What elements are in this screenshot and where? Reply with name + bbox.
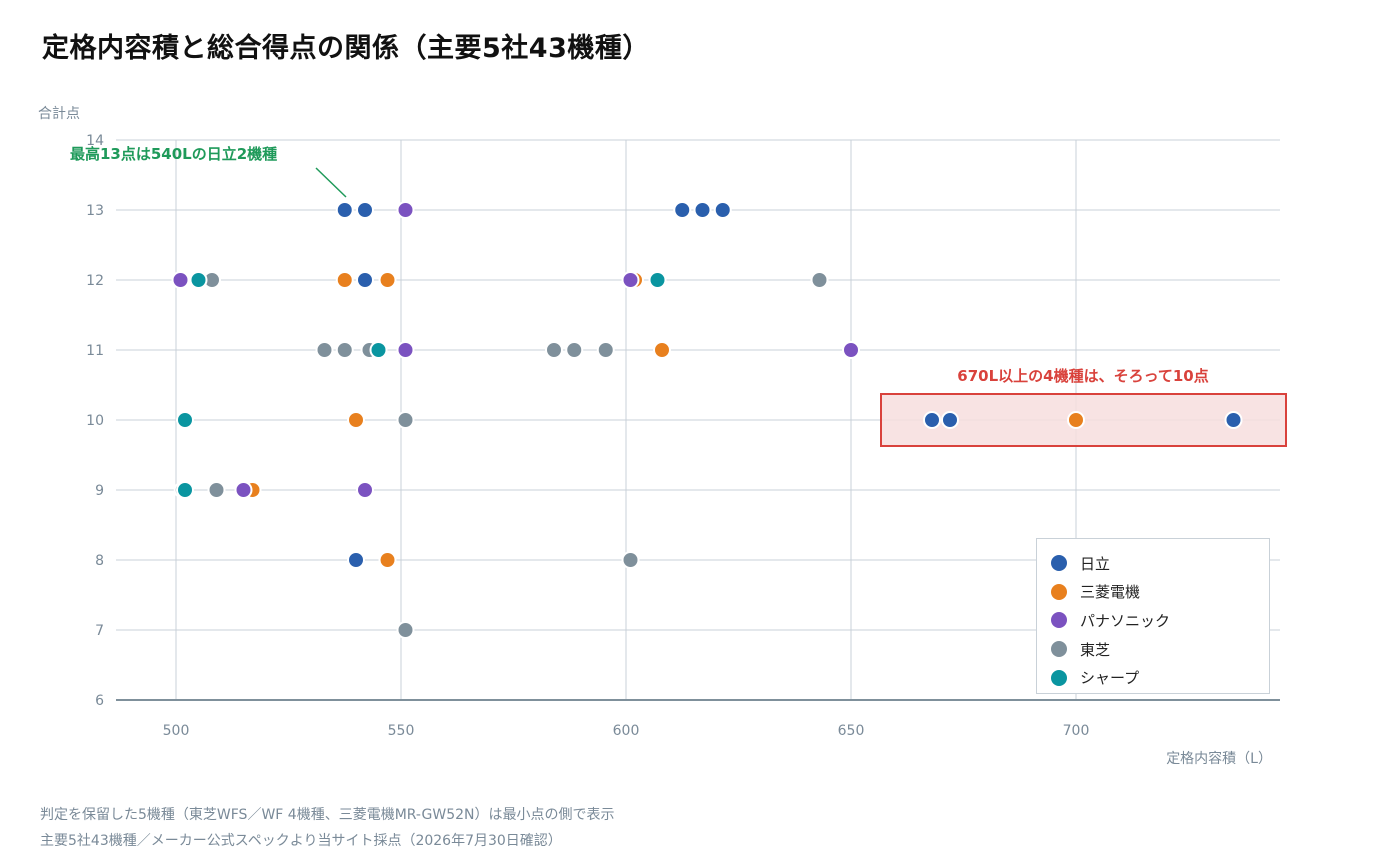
y-tick-label: 10 <box>86 413 104 429</box>
data-point <box>369 341 388 359</box>
data-point <box>207 481 226 499</box>
legend-marker <box>1051 555 1067 572</box>
data-point <box>335 341 354 359</box>
x-tick-label: 600 <box>613 723 640 739</box>
data-point <box>315 341 334 359</box>
data-point <box>356 201 374 219</box>
legend-label: 三菱電機 <box>1080 583 1141 602</box>
legend-marker <box>1051 669 1067 686</box>
data-point <box>621 551 640 569</box>
legend-marker <box>1051 641 1067 658</box>
data-point <box>673 201 692 219</box>
data-point <box>545 341 563 359</box>
y-tick-label: 9 <box>95 483 104 499</box>
annotation-max-leader <box>315 167 347 198</box>
data-point <box>396 411 415 429</box>
data-point <box>356 271 374 289</box>
data-point <box>234 481 253 499</box>
data-point <box>596 341 615 359</box>
data-point <box>923 411 941 429</box>
y-axis-label: 合計点 <box>38 106 80 122</box>
legend-item: パナソニック <box>1051 606 1269 635</box>
data-point <box>356 481 374 499</box>
x-tick-label: 550 <box>388 723 415 739</box>
data-point <box>693 201 712 219</box>
footnote-2: 主要5社43機種／メーカー公式スペックより当サイト採点（2026年7月30日確認… <box>40 833 562 849</box>
data-point <box>347 551 365 569</box>
y-tick-label: 14 <box>86 133 104 149</box>
annotation-max: 最高13点は540Lの日立2機種 <box>70 145 277 163</box>
data-point <box>335 201 354 219</box>
legend-label: 日立 <box>1080 554 1111 573</box>
data-point <box>396 341 415 359</box>
data-point <box>189 271 208 289</box>
y-tick-label: 6 <box>95 693 104 709</box>
data-point <box>648 271 667 289</box>
legend-marker <box>1051 583 1067 600</box>
chart-title: 定格内容積と総合得点の関係（主要5社43機種） <box>42 33 650 64</box>
data-point <box>810 271 829 289</box>
data-point <box>565 341 584 359</box>
data-point <box>335 271 354 289</box>
data-point <box>378 271 397 289</box>
legend-label: パナソニック <box>1080 611 1171 630</box>
annotation-large: 670L以上の4機種は、そろって10点 <box>957 367 1208 385</box>
footnote-1: 判定を保留した5機種（東芝WFS／WF 4機種、三菱電機MR-GW52N）は最小… <box>40 807 615 823</box>
x-tick-label: 650 <box>838 723 865 739</box>
data-point <box>176 481 194 499</box>
data-point <box>842 341 860 359</box>
data-point <box>396 621 415 639</box>
legend-item: 日立 <box>1051 549 1269 578</box>
data-point <box>1067 411 1085 429</box>
data-point <box>171 271 190 289</box>
x-tick-label: 700 <box>1063 723 1090 739</box>
data-point <box>1224 411 1243 429</box>
data-point <box>941 411 959 429</box>
data-point <box>176 411 194 429</box>
legend-marker <box>1051 612 1067 629</box>
legend-label: 東芝 <box>1080 640 1111 659</box>
data-point <box>653 341 671 359</box>
x-axis-label: 定格内容積（L） <box>1166 751 1272 767</box>
y-tick-label: 8 <box>95 553 104 569</box>
data-point <box>621 271 640 289</box>
legend: 日立三菱電機パナソニック 東芝シャープ <box>1036 538 1270 694</box>
legend-label: シャープ <box>1080 669 1140 688</box>
data-point <box>396 201 415 219</box>
data-point <box>347 411 365 429</box>
data-point <box>378 551 397 569</box>
y-tick-label: 11 <box>86 343 104 359</box>
legend-item: 東芝 <box>1051 635 1269 664</box>
data-point <box>713 201 732 219</box>
legend-item: 三菱電機 <box>1051 578 1269 607</box>
y-tick-label: 13 <box>86 203 104 219</box>
y-tick-label: 12 <box>86 273 104 289</box>
legend-item: シャープ <box>1051 663 1269 692</box>
y-tick-label: 7 <box>95 623 104 639</box>
x-tick-label: 500 <box>163 723 190 739</box>
